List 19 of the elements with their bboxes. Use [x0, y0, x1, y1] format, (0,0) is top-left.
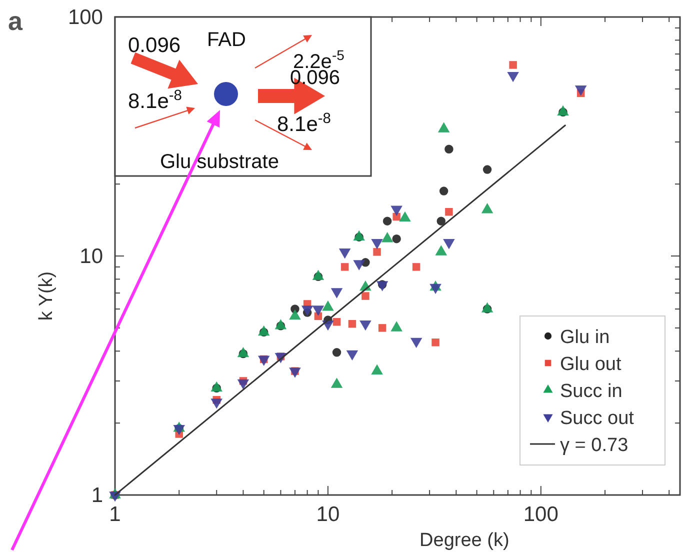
- annotation: Glu substrate: [160, 151, 279, 173]
- legend-label: Succ in: [560, 381, 622, 402]
- x-tick-label: 10: [316, 503, 340, 526]
- legend-label: Succ out: [560, 408, 635, 429]
- y-tick-label: 100: [68, 6, 103, 29]
- legend-label: Glu out: [560, 354, 622, 375]
- legend-label: γ = 0.73: [560, 435, 628, 456]
- x-tick-label: 100: [523, 503, 558, 526]
- annotation: 8.1e$^{-8}$: [277, 111, 331, 136]
- annotation: FAD: [207, 29, 246, 51]
- x-axis-title: Degree (k): [420, 530, 510, 551]
- annotation: 0.096: [128, 34, 181, 57]
- x-tick-label: 1: [109, 503, 121, 526]
- y-axis-title: k Y(k): [36, 271, 57, 321]
- y-tick-label: 10: [80, 245, 103, 268]
- legend-label: Glu in: [560, 327, 610, 348]
- text: a: [8, 6, 23, 36]
- annotation: 8.1e$^{-8}$: [128, 88, 182, 113]
- y-tick-label: 1: [91, 484, 103, 507]
